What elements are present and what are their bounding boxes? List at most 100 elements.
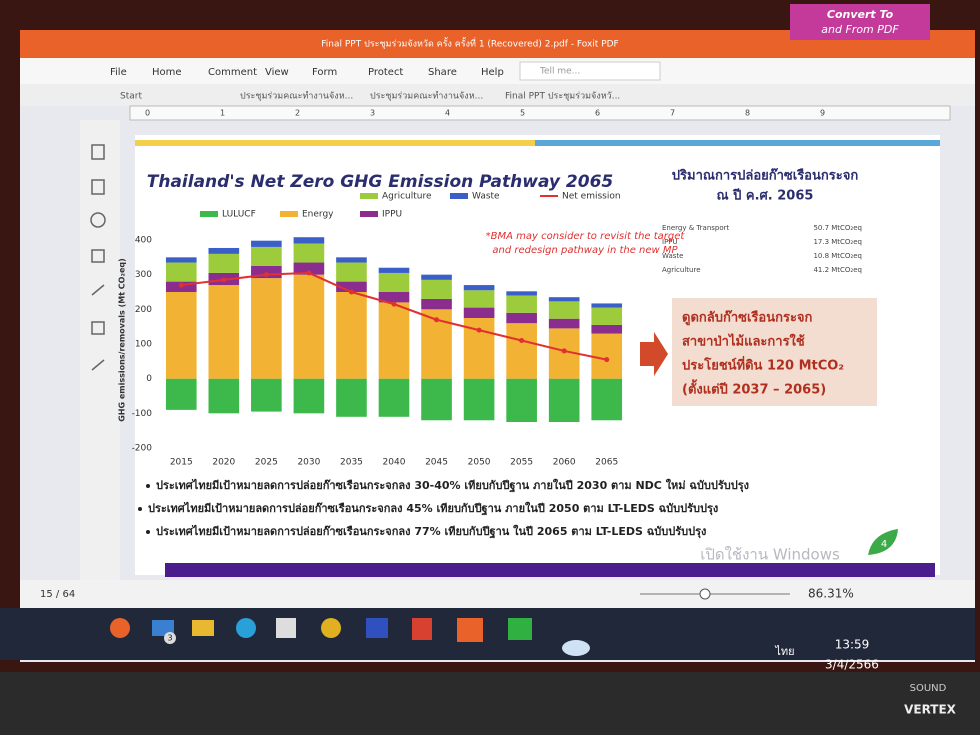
input-language[interactable]: ไทย bbox=[774, 645, 794, 658]
legend-label: Agriculture bbox=[382, 192, 432, 202]
taskbar-icons bbox=[110, 618, 590, 656]
slide-stripe bbox=[535, 140, 940, 146]
ruler-label: 5 bbox=[520, 109, 525, 118]
chart-title: Thailand's Net Zero GHG Emission Pathway… bbox=[147, 172, 613, 192]
app-icon[interactable] bbox=[366, 618, 388, 638]
bar-segment bbox=[336, 262, 367, 282]
x-tick-label: 2045 bbox=[425, 458, 448, 468]
x-tick-label: 2050 bbox=[468, 458, 491, 468]
ruler-label: 8 bbox=[745, 109, 750, 118]
tab[interactable]: Final PPT ประชุมร่วมจังหวั... bbox=[505, 92, 620, 102]
folder-icon[interactable] bbox=[192, 620, 214, 636]
search-box[interactable] bbox=[519, 61, 661, 81]
zoom-thumb[interactable] bbox=[699, 588, 711, 600]
pages-icon[interactable] bbox=[91, 179, 105, 195]
bar-segment bbox=[591, 333, 623, 379]
bar-segment bbox=[165, 257, 197, 263]
table-value: 41.2 MtCO₂eq bbox=[813, 266, 862, 274]
bullet-dot bbox=[146, 530, 150, 534]
net-point bbox=[519, 338, 525, 344]
x-tick-label: 2025 bbox=[255, 458, 278, 468]
menu-item[interactable]: Protect bbox=[368, 67, 403, 78]
convert-text: and From PDF bbox=[821, 23, 899, 36]
legend-label: Net emission bbox=[562, 192, 621, 202]
menu-item[interactable]: Comment bbox=[208, 67, 257, 78]
bar-segment bbox=[421, 279, 452, 299]
bar-segment bbox=[378, 378, 410, 417]
taskbar bbox=[0, 608, 975, 660]
sign-icon[interactable] bbox=[91, 359, 105, 371]
table-value: 50.7 MtCO₂eq bbox=[813, 224, 862, 232]
bar-segment bbox=[378, 292, 410, 303]
annotation: *BMA may consider to revisit the target bbox=[486, 231, 686, 242]
legend-swatch bbox=[360, 211, 378, 217]
store-icon[interactable] bbox=[276, 618, 296, 638]
table-value: 17.3 MtCO₂eq bbox=[813, 238, 862, 246]
bar-segment bbox=[208, 378, 240, 414]
bar-segment bbox=[591, 303, 623, 308]
x-tick-label: 2065 bbox=[595, 458, 618, 468]
menu-item[interactable]: Form bbox=[312, 67, 337, 78]
menu-item[interactable]: Share bbox=[428, 67, 457, 78]
ruler-label: 2 bbox=[295, 109, 300, 118]
bullet-text: ประเทศไทยมีเป้าหมายลดการปล่อยก๊าซเรือนกร… bbox=[156, 478, 749, 493]
menu-item[interactable]: View bbox=[265, 67, 289, 78]
bar-segment bbox=[548, 378, 580, 422]
edge-icon[interactable] bbox=[236, 618, 256, 638]
foxit-icon[interactable] bbox=[457, 618, 483, 642]
legend-label: IPPU bbox=[382, 210, 402, 220]
bar-segment bbox=[165, 292, 197, 379]
layers-icon[interactable] bbox=[91, 249, 105, 263]
mail-icon[interactable] bbox=[152, 620, 174, 636]
bar-segment bbox=[548, 318, 580, 329]
ruler bbox=[129, 105, 951, 121]
bullets: ประเทศไทยมีเป้าหมายลดการปล่อยก๊าซเรือนกร… bbox=[138, 478, 749, 539]
ruler-label: 6 bbox=[595, 109, 600, 118]
bar-segment bbox=[421, 378, 452, 421]
security-icon[interactable] bbox=[91, 321, 105, 335]
bookmark-icon[interactable] bbox=[91, 144, 105, 160]
y-tick-label: 400 bbox=[135, 236, 152, 246]
zoom-level: 86.31% bbox=[808, 587, 854, 601]
bar-segment bbox=[293, 262, 325, 275]
legend-label: Energy bbox=[302, 210, 334, 220]
table-label: Waste bbox=[662, 252, 683, 260]
window-title: Final PPT ประชุมร่วมจังหวัด ครั้ง ครั้งท… bbox=[321, 37, 618, 50]
x-tick-label: 2055 bbox=[510, 458, 533, 468]
y-tick-label: -100 bbox=[132, 409, 153, 419]
bar-segment bbox=[421, 274, 452, 280]
page-indicator[interactable]: 15 / 64 bbox=[40, 589, 75, 600]
slide-number: 4 bbox=[881, 539, 887, 550]
menu-item[interactable]: Help bbox=[481, 67, 504, 78]
firefox-icon[interactable] bbox=[110, 618, 130, 638]
bar-segment bbox=[506, 312, 537, 324]
tab[interactable]: ประชุมร่วมคณะทำงานจังห... bbox=[240, 91, 353, 102]
tab[interactable]: Start bbox=[120, 92, 142, 102]
tab[interactable]: ประชุมร่วมคณะทำงานจังห... bbox=[370, 91, 483, 102]
badge bbox=[164, 632, 176, 644]
pdf-icon[interactable] bbox=[412, 618, 432, 640]
bar-segment bbox=[506, 378, 537, 422]
bezel-label: SOUND bbox=[910, 683, 947, 694]
menu-item[interactable]: Home bbox=[152, 67, 182, 78]
comment-icon[interactable] bbox=[90, 212, 106, 228]
convert-button[interactable] bbox=[790, 4, 930, 40]
clock-time: 13:59 bbox=[835, 638, 870, 652]
bullet-dot bbox=[138, 507, 142, 511]
legend-label: LULUCF bbox=[222, 210, 256, 220]
bar-segment bbox=[293, 237, 325, 244]
attach-icon[interactable] bbox=[91, 284, 105, 296]
leaf-icon bbox=[868, 529, 898, 555]
weather-icon[interactable] bbox=[562, 640, 590, 656]
chrome-icon[interactable] bbox=[321, 618, 341, 638]
bullet-text: ประเทศไทยมีเป้าหมายลดการปล่อยก๊าซเรือนกร… bbox=[156, 524, 706, 539]
net-point bbox=[263, 272, 269, 278]
bullet-text: ประเทศไทยมีเป้าหมายลดการปล่อยก๊าซเรือนกร… bbox=[148, 501, 718, 516]
annotation: and redesign pathway in the new MP bbox=[492, 245, 678, 256]
y-tick-label: 100 bbox=[135, 340, 152, 350]
menu-item[interactable]: File bbox=[110, 67, 127, 78]
ruler-label: 1 bbox=[220, 109, 225, 118]
callout-box bbox=[672, 298, 877, 406]
legend-swatch bbox=[360, 193, 378, 199]
line-icon[interactable] bbox=[508, 618, 532, 640]
